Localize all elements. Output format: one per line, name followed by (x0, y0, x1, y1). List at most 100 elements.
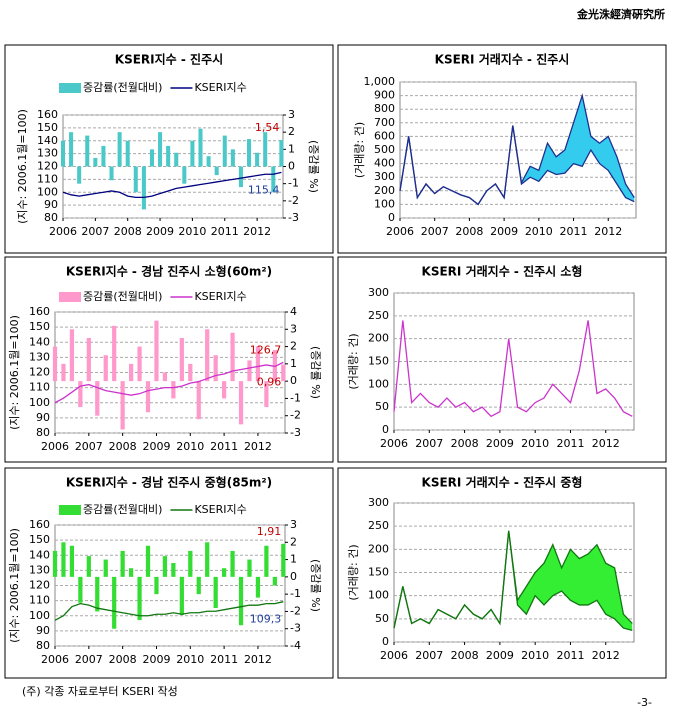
y2-tick-label: 4 (290, 305, 297, 318)
legend-swatch (59, 505, 81, 515)
bar (95, 381, 100, 416)
x-tick-label: 2007 (75, 440, 103, 453)
bar (264, 545, 269, 577)
bar (247, 360, 252, 382)
bar (247, 559, 252, 577)
bar (120, 381, 125, 430)
bar (272, 576, 277, 586)
y-tick-label: 150 (29, 533, 50, 546)
y-tick-label: 200 (368, 332, 389, 345)
x-tick-label: 2006 (386, 225, 414, 238)
bar (112, 325, 117, 382)
y2-tick-label: 0 (288, 160, 295, 173)
y2-tick-label: -1 (290, 587, 301, 600)
x-tick-label: 2011 (560, 225, 588, 238)
y-tick-label: 110 (29, 381, 50, 394)
bar (188, 550, 193, 577)
y-tick-label: 600 (374, 129, 395, 142)
x-tick-label: 2012 (244, 440, 272, 453)
bar (69, 329, 75, 382)
fill-area (400, 95, 635, 205)
chart-title: KSERI 거래지수 - 진주시 중형 (422, 475, 583, 490)
y-tick-label: 0 (388, 211, 395, 224)
x-tick-label: 2007 (415, 437, 443, 450)
line (62, 171, 282, 199)
x-tick-label: 2012 (594, 225, 622, 238)
y-axis-label: (거래량: 건) (353, 122, 366, 178)
y-tick-label: 0 (382, 635, 389, 648)
bar (69, 132, 74, 167)
legend-swatch (59, 292, 81, 302)
y2-tick-label: 3 (288, 108, 295, 121)
y-tick-label: 100 (368, 377, 389, 390)
y-tick-label: 110 (37, 172, 58, 185)
bar (230, 332, 235, 382)
bar (182, 166, 187, 184)
y2-tick-label: -1 (290, 391, 301, 404)
bar (238, 381, 244, 425)
y-tick-label: 50 (375, 612, 389, 625)
value-label: 109,3 (250, 613, 282, 626)
bar (196, 381, 201, 420)
y-tick-label: 140 (29, 335, 50, 348)
y2-tick-label: 3 (290, 518, 297, 531)
bar (158, 132, 163, 167)
y-tick-label: 800 (374, 102, 395, 115)
bar (279, 140, 284, 167)
y-tick-label: 90 (36, 411, 50, 424)
bar (101, 145, 106, 167)
y2-tick-label: -1 (288, 177, 299, 190)
x-tick-label: 2009 (490, 225, 518, 238)
bar (103, 559, 108, 577)
bar (214, 166, 219, 176)
bar (125, 140, 130, 167)
y-tick-label: 500 (374, 143, 395, 156)
bar (78, 381, 83, 408)
bar (179, 576, 184, 615)
header: 金光洙經濟硏究所 (576, 7, 665, 21)
bar (85, 135, 90, 167)
y-tick-label: 120 (37, 160, 58, 173)
bar (78, 576, 83, 603)
bar (272, 350, 277, 382)
y-tick-label: 300 (368, 496, 389, 509)
y2-tick-label: 1 (288, 142, 295, 155)
y2-axis-label: (증감률 %) (309, 346, 322, 399)
bar (230, 550, 235, 577)
x-tick-label: 2010 (521, 649, 549, 662)
line (393, 530, 633, 629)
bar (263, 132, 268, 167)
x-tick-label: 2008 (109, 653, 137, 666)
bar (238, 576, 244, 626)
y-tick-label: 150 (37, 121, 58, 134)
bar (198, 128, 203, 167)
y-tick-label: 90 (36, 624, 50, 637)
y-tick-label: 160 (29, 305, 50, 318)
bar (93, 157, 98, 167)
bar (154, 320, 159, 382)
y-tick-label: 90 (44, 198, 58, 211)
y-tick-label: 130 (29, 350, 50, 363)
line (54, 601, 284, 621)
x-tick-label: 2010 (176, 440, 204, 453)
bar (222, 568, 227, 577)
bar (238, 166, 243, 188)
y-tick-label: 80 (36, 639, 50, 652)
y2-tick-label: 2 (288, 125, 295, 138)
y-tick-label: 160 (29, 518, 50, 531)
bar (128, 568, 134, 577)
bar (128, 363, 134, 382)
y-tick-label: 160 (37, 108, 58, 121)
y-tick-label: 80 (36, 426, 50, 439)
bar (281, 364, 286, 382)
y-axis-label: (지수: 2006.1월=100) (16, 109, 29, 224)
x-tick-label: 2008 (114, 225, 142, 238)
y2-tick-label: 0 (290, 374, 297, 387)
y-tick-label: 100 (368, 589, 389, 602)
bar (205, 329, 210, 382)
y-tick-label: 120 (29, 366, 50, 379)
y2-tick-label: -3 (290, 426, 301, 439)
y-tick-label: 50 (375, 400, 389, 413)
bar (69, 545, 75, 577)
x-tick-label: 2006 (380, 649, 408, 662)
